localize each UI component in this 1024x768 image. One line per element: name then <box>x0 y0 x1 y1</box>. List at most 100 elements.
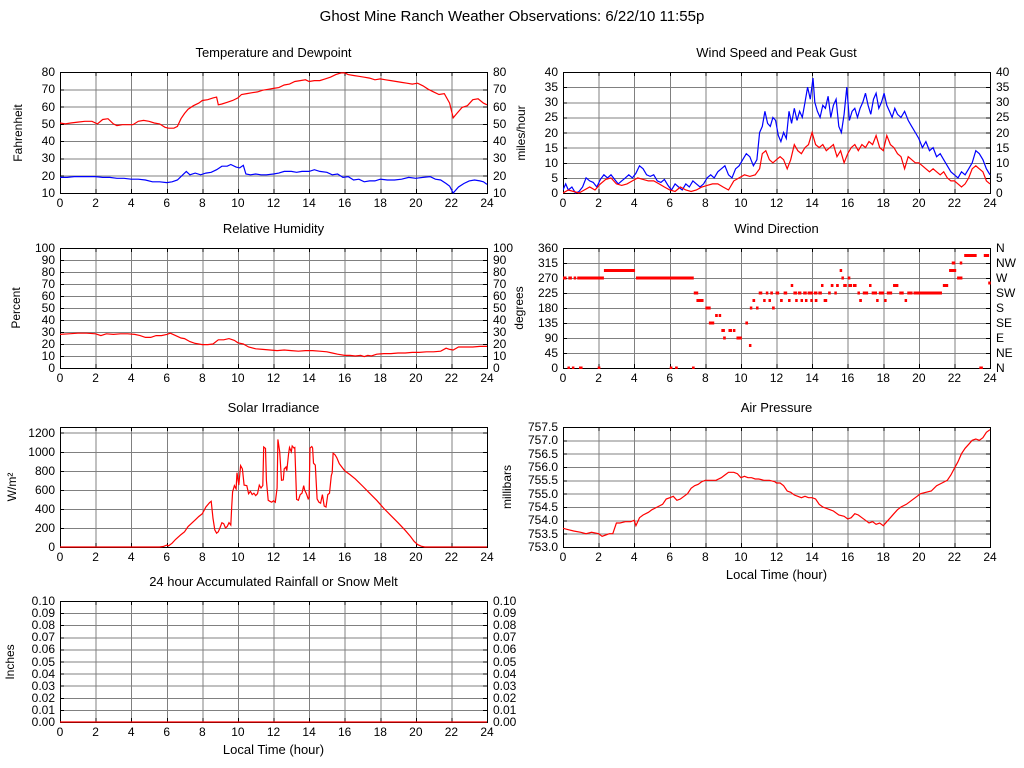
page-title: Ghost Mine Ranch Weather Observations: 6… <box>319 8 705 25</box>
plot-area <box>60 427 488 548</box>
y-tick-label: 30 <box>41 151 55 166</box>
y-tick-label: 0 <box>48 540 55 554</box>
x-tick-label: 20 <box>912 550 926 564</box>
y-tick-label: 755.5 <box>527 473 558 488</box>
x-tick-label: 14 <box>302 550 316 564</box>
y-tick-label: 30 <box>41 325 55 339</box>
y-tick-label: 60 <box>41 99 55 114</box>
x-tick-label: 6 <box>163 725 171 739</box>
x-tick-label: 0 <box>559 196 567 210</box>
y-tick-label: 135 <box>537 316 558 330</box>
x-tick-label: 10 <box>231 725 245 739</box>
y-tick-label: 70 <box>41 82 55 97</box>
x-tick-label: 4 <box>630 196 638 210</box>
plot-area <box>60 248 488 369</box>
y-tick-label-right: 20 <box>996 125 1010 140</box>
y-tick-label: 754.0 <box>527 513 558 528</box>
x-tick-label: 18 <box>373 550 387 564</box>
y-tick-label: 753.0 <box>527 540 558 554</box>
y-tick-label-right: 60 <box>493 289 507 303</box>
chart-title: Wind Speed and Peak Gust <box>696 45 857 60</box>
plot-area <box>563 72 991 194</box>
x-tick-label: 24 <box>480 725 494 739</box>
y-tick-label-right: 0.07 <box>493 630 517 645</box>
y-tick-label-right: 0.05 <box>493 654 517 669</box>
y-tick-label-right: 0.02 <box>493 690 517 705</box>
y-tick-label-right: 10 <box>493 186 507 200</box>
chart-title: 24 hour Accumulated Rainfall or Snow Mel… <box>149 574 398 589</box>
x-tick-label: 0 <box>56 371 64 385</box>
x-tick-label: 6 <box>666 371 674 385</box>
y-tick-label: 50 <box>41 116 55 131</box>
y-tick-label: 360 <box>537 241 558 255</box>
x-tick-label: 22 <box>947 371 962 385</box>
y-tick-label: 20 <box>41 337 55 351</box>
x-tick-label: 16 <box>840 550 855 564</box>
y-tick-label: 1000 <box>28 444 55 459</box>
x-tick-label: 16 <box>337 371 352 385</box>
x-tick-label: 18 <box>373 725 387 739</box>
y-tick-label: 757.5 <box>527 420 558 434</box>
x-tick-label: 4 <box>127 371 135 385</box>
y-tick-label-right: 0.00 <box>493 715 517 729</box>
x-tick-label: 18 <box>373 196 387 210</box>
y-tick-label-right: W <box>996 271 1008 285</box>
plot-area <box>563 248 991 369</box>
y-tick-label-right: 0.01 <box>493 702 517 717</box>
x-tick-label: 24 <box>480 371 494 385</box>
x-tick-label: 16 <box>337 725 352 739</box>
y-tick-label: 753.5 <box>527 526 558 541</box>
y-tick-label: 0 <box>48 361 55 375</box>
y-tick-label: 400 <box>34 501 55 516</box>
x-tick-label: 8 <box>701 196 709 210</box>
y-tick-label-right: 40 <box>996 65 1010 79</box>
y-tick-label: 25 <box>544 110 558 125</box>
x-tick-label: 2 <box>92 371 99 385</box>
y-tick-label-right: 70 <box>493 277 507 291</box>
y-tick-label-right: 0.06 <box>493 642 517 657</box>
x-tick-label: 12 <box>266 725 281 739</box>
x-tick-label: 2 <box>595 550 602 564</box>
x-tick-label: 12 <box>769 371 784 385</box>
y-tick-label-right: 40 <box>493 134 507 149</box>
x-tick-label: 22 <box>444 196 459 210</box>
y-tick-label: 10 <box>544 155 558 170</box>
x-tick-label: 0 <box>56 196 64 210</box>
x-tick-label: 6 <box>163 371 171 385</box>
x-axis-label: Local Time (hour) <box>222 742 325 757</box>
x-tick-label: 4 <box>127 550 135 564</box>
y-tick-label-right: 35 <box>996 80 1010 95</box>
y-tick-label: 0.08 <box>31 618 55 633</box>
x-tick-label: 18 <box>876 550 890 564</box>
x-tick-label: 12 <box>266 550 281 564</box>
y-tick-label-right: 0.09 <box>493 606 517 621</box>
y-tick-label-right: 20 <box>493 337 507 351</box>
x-tick-label: 2 <box>92 725 99 739</box>
x-tick-label: 8 <box>198 550 206 564</box>
y-tick-label: 70 <box>41 277 55 291</box>
x-tick-label: 16 <box>337 196 352 210</box>
y-tick-label-right: 10 <box>996 155 1010 170</box>
y-tick-label: 0.07 <box>31 630 55 645</box>
y-tick-label: 0 <box>551 361 558 375</box>
y-tick-label: 200 <box>34 520 55 535</box>
y-tick-label: 50 <box>41 301 55 315</box>
y-tick-label: 30 <box>544 95 558 110</box>
y-tick-label: 60 <box>41 289 55 303</box>
x-tick-label: 0 <box>56 550 64 564</box>
x-tick-label: 4 <box>630 371 638 385</box>
x-tick-label: 18 <box>876 371 890 385</box>
y-tick-label-right: 0 <box>493 361 500 375</box>
y-tick-label-right: N <box>996 241 1005 255</box>
x-tick-label: 14 <box>302 725 316 739</box>
x-tick-label: 12 <box>769 550 784 564</box>
x-tick-label: 2 <box>595 196 602 210</box>
y-tick-label-right: 30 <box>996 95 1010 110</box>
y-tick-label-right: 50 <box>493 116 507 131</box>
x-tick-label: 14 <box>302 371 316 385</box>
x-tick-label: 22 <box>444 725 459 739</box>
x-tick-label: 4 <box>630 550 638 564</box>
y-tick-label-right: 15 <box>996 140 1010 155</box>
y-tick-label: 0.01 <box>31 702 55 717</box>
x-tick-label: 16 <box>840 371 855 385</box>
